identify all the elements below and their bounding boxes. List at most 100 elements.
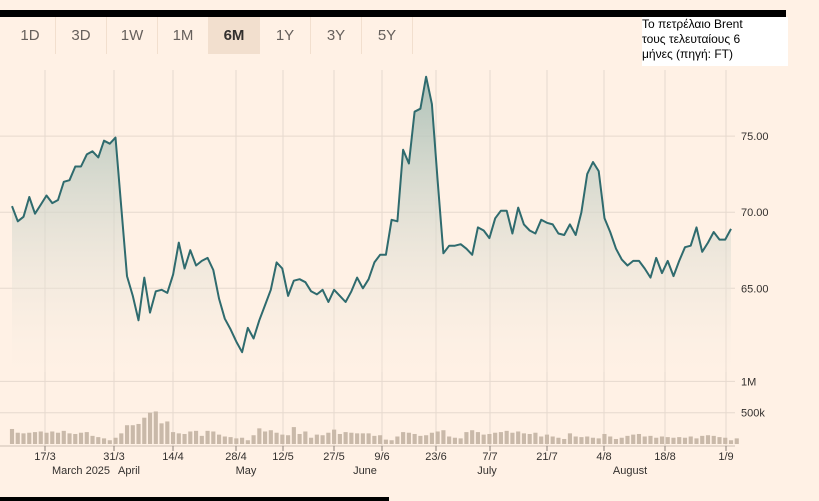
volume-bar	[320, 435, 325, 444]
volume-bar	[527, 433, 532, 444]
volume-bar	[424, 435, 429, 444]
volume-bar	[418, 435, 423, 444]
volume-bar	[15, 432, 20, 444]
volume-bar	[343, 432, 348, 444]
volume-bar	[734, 438, 739, 444]
volume-tick-label: 500k	[741, 408, 765, 420]
range-button-3y[interactable]: 3Y	[311, 17, 362, 54]
volume-bar	[240, 437, 245, 444]
month-label: May	[236, 465, 257, 477]
volume-bar	[429, 432, 434, 444]
volume-bar	[130, 425, 135, 444]
x-tick-label: 27/5	[323, 451, 344, 463]
x-tick-label: 1/9	[718, 451, 733, 463]
x-tick-label: 23/6	[425, 451, 446, 463]
x-tick-label: 21/7	[536, 451, 557, 463]
price-area	[12, 76, 731, 372]
volume-bar	[199, 435, 204, 444]
volume-bar	[590, 437, 596, 444]
volume-bar	[55, 432, 61, 444]
volume-bar	[153, 411, 158, 444]
volume-bar	[504, 430, 509, 444]
x-tick-label: 28/4	[225, 451, 246, 463]
volume-bar	[188, 431, 193, 444]
range-button-3d[interactable]: 3D	[56, 17, 107, 54]
volume-bar	[452, 437, 457, 444]
volume-bar	[458, 438, 463, 444]
price-tick-label: 75.00	[741, 131, 769, 143]
range-button-1d[interactable]: 1D	[5, 17, 56, 54]
volume-bar	[326, 432, 331, 444]
volume-bar	[159, 423, 164, 444]
volume-bar	[412, 433, 417, 444]
volume-bar	[700, 435, 705, 444]
volume-bar	[642, 436, 647, 444]
bottom-rule	[0, 497, 389, 501]
top-rule	[0, 10, 786, 17]
volume-bar	[182, 433, 187, 444]
time-range-selector: 1D 3D 1W 1M 6M 1Y 3Y 5Y	[5, 17, 413, 54]
volume-bar	[107, 440, 112, 444]
volume-bar	[366, 433, 371, 444]
volume-bar	[648, 435, 653, 444]
volume-bar	[355, 433, 360, 444]
volume-bar	[234, 438, 239, 444]
volume-bar	[21, 433, 26, 444]
x-tick-label: 4/8	[596, 451, 611, 463]
price-line	[11, 75, 732, 354]
chart-caption: Το πετρέλαιο Brent τους τελευταίους 6 μή…	[642, 17, 788, 66]
price-tick-label: 65.00	[741, 283, 769, 295]
volume-bar	[470, 430, 475, 444]
volume-bar	[27, 432, 32, 444]
volume-bar	[217, 434, 222, 444]
volume-bar	[694, 438, 699, 444]
volume-bar	[222, 436, 227, 444]
range-button-1y[interactable]: 1Y	[260, 17, 311, 54]
volume-bar	[573, 436, 578, 444]
volume-bar	[631, 434, 636, 444]
volume-bar	[539, 436, 544, 444]
volume-bar	[447, 436, 452, 444]
volume-bar	[602, 433, 607, 444]
range-button-1w[interactable]: 1W	[107, 17, 158, 54]
volume-bar	[435, 431, 440, 444]
volume-bar	[728, 440, 734, 444]
volume-bar	[487, 433, 492, 444]
volume-bar	[510, 432, 515, 444]
volume-bar	[268, 430, 273, 444]
volume-bar	[665, 437, 670, 444]
volume-bar	[211, 431, 216, 444]
range-button-6m[interactable]: 6M	[209, 17, 260, 54]
volume-bar	[245, 440, 250, 444]
volume-bar	[372, 435, 377, 444]
volume-bar	[78, 432, 84, 444]
volume-bar	[550, 436, 555, 444]
volume-bar	[90, 435, 95, 444]
volume-bar	[441, 430, 446, 444]
month-label: March 2025	[52, 465, 110, 477]
volume-bar	[303, 431, 308, 444]
caption-line-1: Το πετρέλαιο Brent	[642, 17, 743, 31]
volume-bar	[521, 433, 526, 444]
x-tick-label: 7/7	[482, 451, 497, 463]
volume-bar	[516, 431, 521, 444]
volume-bar	[50, 431, 55, 444]
volume-bar	[286, 435, 291, 444]
volume-bar	[297, 433, 302, 444]
volume-bar	[251, 435, 256, 444]
caption-line-2: τους τελευταίους 6	[642, 32, 741, 46]
volume-bar	[176, 433, 181, 444]
volume-bar	[349, 432, 354, 444]
volume-bar	[677, 437, 682, 444]
range-button-1m[interactable]: 1M	[158, 17, 209, 54]
volume-bar	[389, 440, 394, 444]
x-tick-label: 14/4	[162, 451, 183, 463]
x-tick-label: 12/5	[272, 451, 293, 463]
range-button-5y[interactable]: 5Y	[362, 17, 413, 54]
volume-bar	[73, 433, 78, 444]
volume-bar	[671, 437, 676, 444]
volume-bar	[596, 438, 601, 444]
volume-bar	[170, 432, 176, 444]
volume-bar	[61, 430, 66, 444]
